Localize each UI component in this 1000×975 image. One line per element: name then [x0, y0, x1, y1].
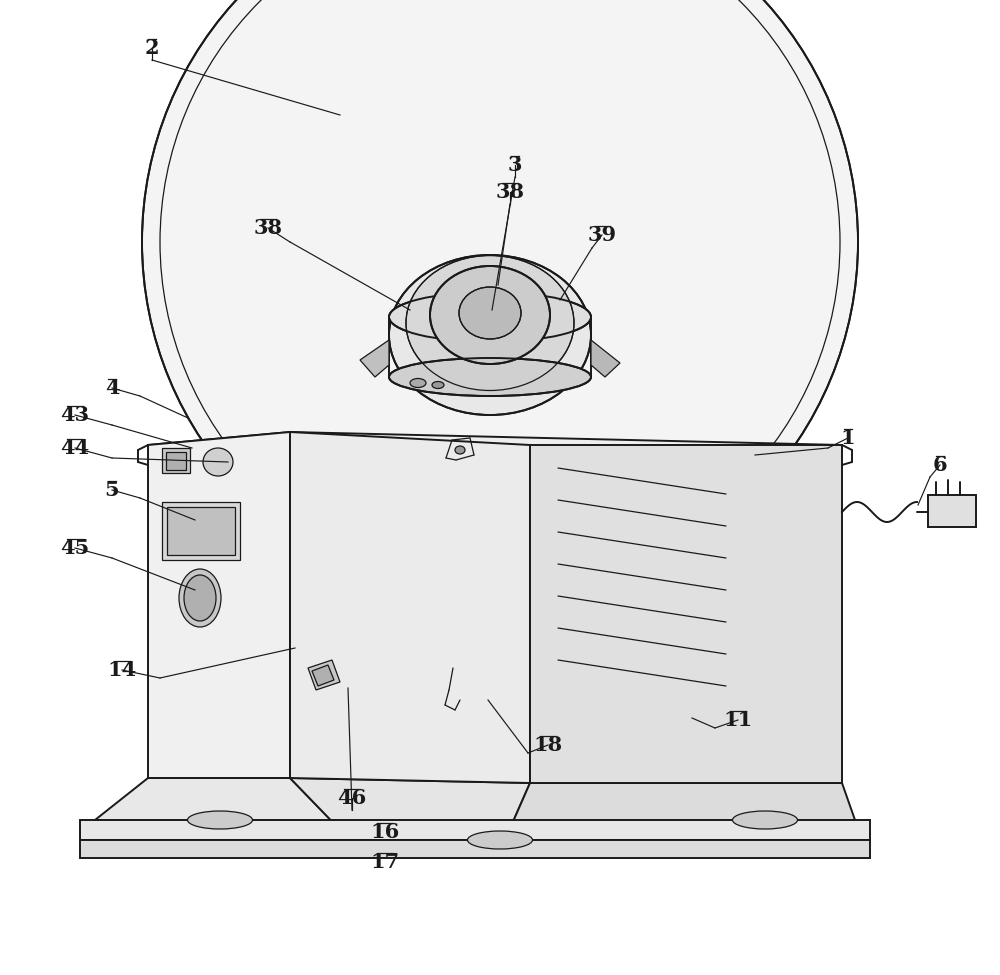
- Text: 44: 44: [60, 438, 90, 458]
- Text: 2: 2: [145, 38, 159, 58]
- Polygon shape: [360, 340, 389, 377]
- Bar: [928, 495, 976, 527]
- Ellipse shape: [468, 831, 532, 849]
- Bar: [166, 452, 186, 470]
- Text: 3: 3: [508, 155, 522, 175]
- Polygon shape: [308, 660, 340, 690]
- Text: 4: 4: [105, 378, 119, 398]
- Polygon shape: [95, 778, 350, 840]
- Ellipse shape: [179, 569, 221, 627]
- Ellipse shape: [203, 448, 233, 476]
- Ellipse shape: [432, 381, 444, 388]
- Polygon shape: [290, 778, 530, 840]
- Text: 38: 38: [254, 218, 283, 238]
- Text: 38: 38: [496, 182, 524, 202]
- Ellipse shape: [188, 811, 252, 829]
- Ellipse shape: [389, 255, 591, 415]
- Text: 18: 18: [533, 735, 563, 755]
- Ellipse shape: [455, 446, 465, 454]
- Ellipse shape: [459, 287, 521, 339]
- Polygon shape: [505, 783, 855, 840]
- Polygon shape: [80, 840, 870, 858]
- Bar: [162, 448, 190, 473]
- Text: 6: 6: [933, 455, 947, 475]
- Text: 5: 5: [105, 480, 119, 500]
- Text: 43: 43: [60, 405, 90, 425]
- Ellipse shape: [732, 811, 798, 829]
- Polygon shape: [312, 665, 334, 686]
- Ellipse shape: [430, 266, 550, 364]
- Ellipse shape: [389, 292, 591, 342]
- Polygon shape: [148, 432, 842, 458]
- Text: 46: 46: [337, 788, 367, 808]
- Ellipse shape: [142, 0, 858, 600]
- Polygon shape: [290, 432, 530, 783]
- Text: 39: 39: [587, 225, 617, 245]
- Text: 16: 16: [370, 822, 400, 842]
- Bar: [167, 507, 235, 555]
- Polygon shape: [148, 432, 290, 778]
- Ellipse shape: [389, 358, 591, 396]
- Text: 14: 14: [107, 660, 137, 680]
- Ellipse shape: [184, 575, 216, 621]
- Text: 11: 11: [723, 710, 753, 730]
- Text: 17: 17: [370, 852, 400, 872]
- Polygon shape: [530, 445, 842, 783]
- Text: 45: 45: [60, 538, 90, 558]
- Polygon shape: [591, 340, 620, 377]
- Ellipse shape: [410, 378, 426, 387]
- Ellipse shape: [406, 255, 574, 391]
- Text: 1: 1: [841, 428, 855, 448]
- Bar: [162, 502, 240, 560]
- Polygon shape: [80, 820, 870, 840]
